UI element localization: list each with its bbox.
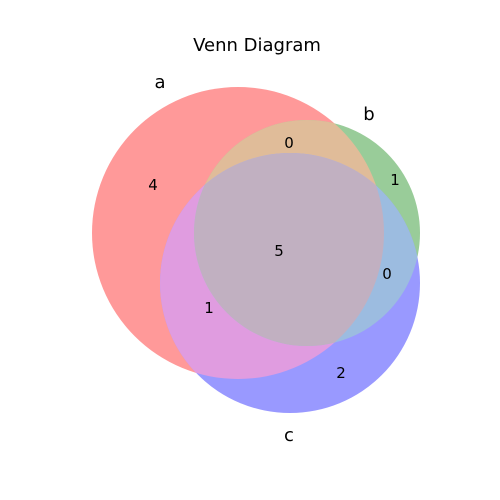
set-label-a: a <box>154 72 165 93</box>
region-b-only: 1 <box>390 171 400 189</box>
region-c-only: 2 <box>336 364 346 382</box>
region-ab-only: 0 <box>284 134 294 152</box>
region-bc-only: 0 <box>382 265 392 283</box>
overlap-abc <box>194 153 384 346</box>
set-label-b: b <box>363 104 374 125</box>
diagram-title: Venn Diagram <box>193 35 321 56</box>
region-ac-only: 1 <box>204 299 214 317</box>
region-abc: 5 <box>274 242 284 260</box>
region-a-only: 4 <box>148 176 158 194</box>
set-label-c: c <box>284 425 294 446</box>
